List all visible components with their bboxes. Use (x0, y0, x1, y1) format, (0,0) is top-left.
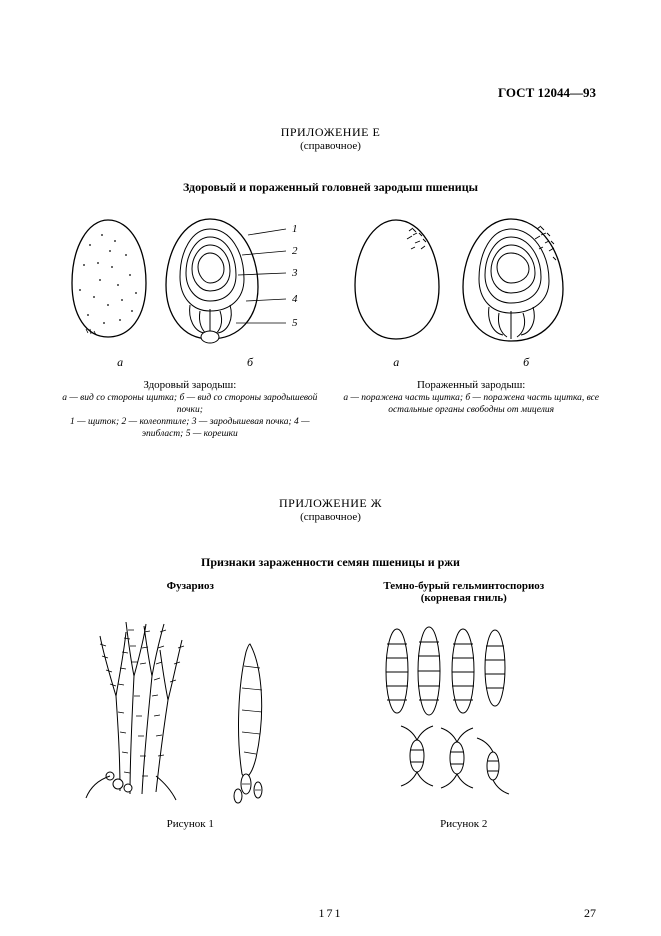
infected-caption-title: Пораженный зародыш: (341, 379, 601, 391)
appendix-zh-figures: Фузариоз (60, 580, 581, 830)
callout-4: 4 (292, 293, 298, 305)
helminthosporium-heading: Темно-бурый гельминтоспориоз (корневая г… (347, 580, 581, 608)
infected-a-icon (355, 220, 439, 339)
healthy-embryo-svg: 1 2 3 4 5 (60, 205, 320, 355)
healthy-a-icon (72, 220, 146, 337)
infected-embryo-svg (341, 205, 601, 355)
appendix-zh-section-title: Признаки зараженности семян пшеницы и рж… (50, 555, 611, 570)
callout-2: 2 (292, 245, 298, 257)
healthy-ab-labels: а б (60, 355, 320, 371)
infected-b-icon (463, 219, 563, 341)
healthy-caption-title: Здоровый зародыш: (60, 379, 320, 391)
infected-label-a: а (393, 355, 399, 370)
fusarium-block: Фузариоз (60, 580, 321, 830)
healthy-label-b: б (247, 355, 253, 370)
infected-ab-labels: а б (341, 355, 601, 371)
standard-code: ГОСТ 12044—93 (498, 85, 596, 101)
callout-5: 5 (292, 317, 298, 329)
page: ГОСТ 12044—93 ПРИЛОЖЕНИЕ Е (справочное) … (0, 0, 661, 936)
appendix-e-section-title: Здоровый и пораженный головней зародыш п… (50, 180, 611, 195)
helminthosporium-figure-label: Рисунок 2 (347, 818, 581, 830)
appendix-zh-subtitle: (справочное) (50, 511, 611, 523)
conidiophore-icon (86, 622, 184, 800)
infected-label-b: б (523, 355, 529, 370)
healthy-label-a: а (117, 355, 123, 370)
fusarium-figure-label: Рисунок 1 (60, 818, 321, 830)
macroconidia-icon (234, 644, 262, 803)
conidia-group-icon (386, 627, 509, 794)
helminthosporium-block: Темно-бурый гельминтоспориоз (корневая г… (347, 580, 581, 830)
callout-1: 1 (292, 223, 298, 235)
footer-center-page: 171 (0, 906, 661, 921)
fusarium-svg (60, 616, 320, 806)
appendix-zh-title: ПРИЛОЖЕНИЕ Ж (50, 496, 611, 511)
appendix-e-subtitle: (справочное) (50, 140, 611, 152)
callout-3: 3 (291, 267, 298, 279)
appendix-zh-header: ПРИЛОЖЕНИЕ Ж (справочное) (50, 496, 611, 523)
footer-right-page: 27 (584, 906, 596, 921)
helminthosporium-svg (347, 616, 547, 806)
healthy-embryo-block: 1 2 3 4 5 а б Здоровый зародыш: а — вид … (60, 205, 320, 441)
healthy-b-icon: 1 2 3 4 5 (166, 219, 298, 343)
fusarium-heading: Фузариоз (60, 580, 321, 608)
appendix-e-header: ПРИЛОЖЕНИЕ Е (справочное) (50, 125, 611, 152)
appendix-e-figures: 1 2 3 4 5 а б Здоровый зародыш: а — вид … (60, 205, 601, 441)
infected-embryo-block: а б Пораженный зародыш: а — поражена час… (341, 205, 601, 441)
healthy-caption-body: а — вид со стороны щитка; б — вид со сто… (60, 393, 320, 441)
appendix-e-title: ПРИЛОЖЕНИЕ Е (50, 125, 611, 140)
infected-caption-body: а — поражена часть щитка; б — поражена ч… (341, 393, 601, 417)
germinating-conidia-icon (401, 726, 509, 794)
